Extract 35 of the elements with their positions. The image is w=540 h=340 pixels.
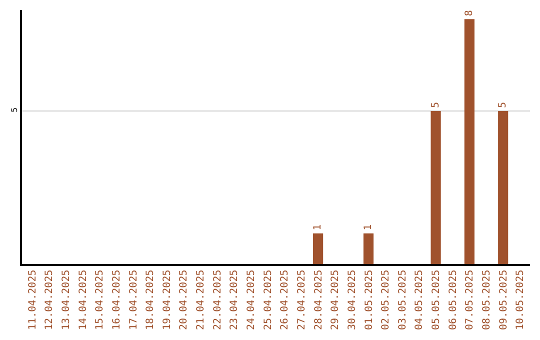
x-tick-label: 25.04.2025 bbox=[262, 270, 274, 330]
x-tick-label: 06.05.2025 bbox=[448, 270, 459, 330]
x-tick-label: 23.04.2025 bbox=[229, 270, 240, 330]
x-tick-label: 03.05.2025 bbox=[397, 270, 408, 330]
x-tick-label: 18.04.2025 bbox=[145, 270, 156, 330]
x-tick-label: 21.04.2025 bbox=[196, 270, 207, 330]
x-tick-label: 12.04.2025 bbox=[44, 270, 56, 330]
x-tick-label: 09.05.2025 bbox=[498, 270, 510, 330]
x-tick-label: 13.04.2025 bbox=[60, 270, 72, 330]
x-tick-label: 24.04.2025 bbox=[246, 270, 258, 330]
data-label: 1 bbox=[363, 224, 374, 230]
x-tick-label: 11.04.2025 bbox=[27, 270, 38, 330]
data-label: 8 bbox=[464, 10, 475, 16]
x-tick-label: 28.04.2025 bbox=[313, 270, 324, 330]
x-tick-label: 05.05.2025 bbox=[431, 270, 442, 330]
x-tick-label: 30.04.2025 bbox=[346, 270, 358, 330]
x-tick-label: 07.05.2025 bbox=[464, 270, 476, 330]
x-tick-label: 27.04.2025 bbox=[296, 270, 308, 330]
x-tick-label: 17.04.2025 bbox=[128, 270, 140, 330]
x-tick-label: 08.05.2025 bbox=[482, 270, 493, 330]
data-label: 5 bbox=[498, 102, 509, 108]
x-tick-label: 01.05.2025 bbox=[364, 270, 375, 330]
x-tick-label: 14.04.2025 bbox=[78, 270, 89, 330]
data-label: 1 bbox=[312, 224, 324, 230]
x-tick-label: 22.04.2025 bbox=[212, 270, 224, 330]
x-tick-label: 10.05.2025 bbox=[515, 270, 526, 330]
x-tick-label: 02.05.2025 bbox=[380, 270, 392, 330]
x-tick-label: 15.04.2025 bbox=[94, 270, 106, 330]
x-tick-label: 19.04.2025 bbox=[162, 270, 173, 330]
x-tick-label: 29.04.2025 bbox=[330, 270, 342, 330]
x-tick-label: 20.04.2025 bbox=[178, 270, 190, 330]
x-tick-label: 26.04.2025 bbox=[280, 270, 291, 330]
x-tick-label: 16.04.2025 bbox=[111, 270, 122, 330]
data-label: 5 bbox=[430, 102, 442, 108]
x-tick-label: 04.05.2025 bbox=[414, 270, 426, 330]
